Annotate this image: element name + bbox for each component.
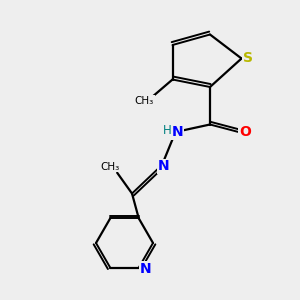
Text: N: N bbox=[158, 160, 169, 173]
Text: CH₃: CH₃ bbox=[135, 96, 154, 106]
Text: N: N bbox=[140, 262, 151, 276]
Text: S: S bbox=[243, 52, 253, 65]
Text: N: N bbox=[172, 125, 184, 139]
Text: H: H bbox=[163, 124, 172, 137]
Text: O: O bbox=[239, 125, 251, 139]
Text: CH₃: CH₃ bbox=[100, 162, 119, 172]
